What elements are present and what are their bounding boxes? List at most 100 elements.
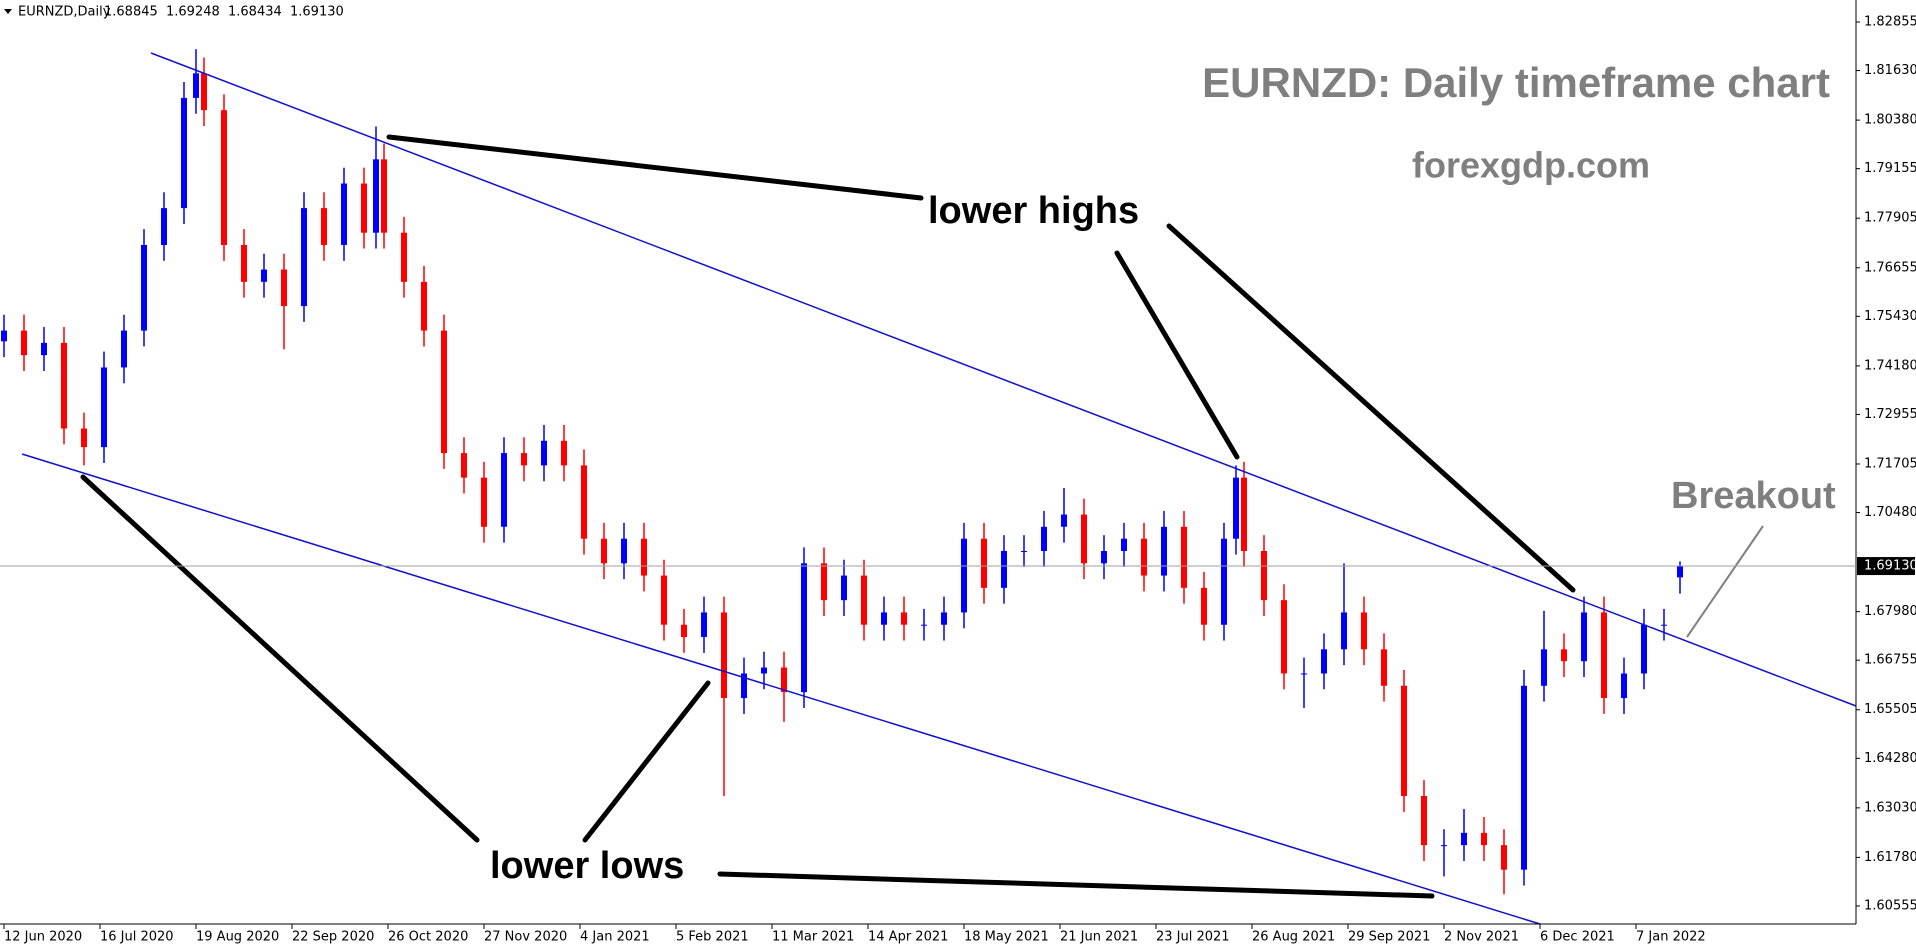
candle-body — [1041, 526, 1047, 551]
x-tick-label: 27 Nov 2020 — [484, 930, 567, 945]
y-tick-label: 1.74180 — [1864, 358, 1916, 373]
x-tick-label: 7 Jan 2022 — [1636, 930, 1706, 945]
y-tick-label: 1.66755 — [1864, 653, 1916, 668]
candle-body — [1561, 649, 1567, 662]
candle-body — [1601, 612, 1607, 699]
candle-body — [701, 612, 707, 638]
candle-body — [821, 563, 827, 601]
ohlc-low: 1.68434 — [228, 5, 282, 20]
candle-body — [61, 342, 67, 429]
y-tick-label: 1.70480 — [1864, 505, 1916, 520]
candle-body — [1581, 612, 1587, 662]
candle-body — [721, 612, 727, 699]
candle-body — [1621, 673, 1627, 699]
ohlc-open: 1.68845 — [104, 5, 158, 20]
x-tick-label: 26 Aug 2021 — [1252, 930, 1335, 945]
candle-body — [1381, 649, 1387, 686]
pointer — [582, 680, 711, 843]
candle-body — [781, 667, 787, 693]
candle-body — [741, 673, 747, 699]
y-tick-label: 1.67980 — [1864, 604, 1916, 619]
candle-body — [481, 477, 487, 527]
candle-body — [461, 453, 467, 478]
candle-body — [681, 624, 687, 638]
y-tick-label: 1.71705 — [1864, 456, 1916, 471]
x-tick-label: 26 Oct 2020 — [388, 930, 468, 945]
candle-body — [1021, 550, 1027, 552]
x-tick-label: 29 Sep 2021 — [1348, 930, 1430, 945]
candle-body — [1321, 649, 1327, 674]
x-tick-label: 21 Jun 2021 — [1060, 930, 1138, 945]
x-tick-label: 22 Sep 2020 — [292, 930, 374, 945]
annotation: lower highs — [928, 190, 1139, 232]
candle-body — [1661, 624, 1667, 626]
candle-body — [341, 183, 347, 245]
candle-body — [1301, 673, 1307, 675]
symbol-label: EURNZD,Daily — [18, 5, 111, 20]
candle-body — [1341, 612, 1347, 650]
candle-body — [801, 563, 807, 693]
plot-area — [1, 49, 1683, 895]
candle-body — [521, 453, 527, 466]
candle-body — [1641, 624, 1647, 674]
chart-title: EURNZD: Daily timeframe chart — [1202, 59, 1830, 106]
candle-body — [1233, 477, 1239, 539]
pointer — [386, 134, 924, 201]
current-price-box — [1857, 557, 1915, 576]
candle-body — [841, 575, 847, 601]
candle-body — [121, 330, 127, 368]
candle-body — [1521, 685, 1527, 870]
candle-body — [961, 538, 967, 613]
candle-body — [41, 342, 47, 356]
candle-body — [501, 453, 507, 527]
candle-body — [221, 110, 227, 245]
candle-body — [1677, 566, 1683, 578]
ohlc-high: 1.69248 — [166, 5, 220, 20]
chart-subtitle: forexgdp.com — [1412, 145, 1650, 186]
x-tick-label: 4 Jan 2021 — [580, 930, 650, 945]
candle-body — [901, 612, 907, 625]
candle-body — [581, 465, 587, 539]
candle-body — [141, 244, 147, 331]
candle-body — [193, 73, 199, 98]
candle-body — [1241, 477, 1247, 551]
candle-body — [281, 269, 287, 307]
y-tick-label: 1.76655 — [1864, 260, 1916, 275]
y-tick-label: 1.63030 — [1864, 800, 1916, 815]
annotation: lower lows — [490, 845, 684, 887]
y-tick-label: 1.65505 — [1864, 702, 1916, 717]
candle-body — [373, 159, 379, 233]
candle-body — [201, 73, 207, 111]
candle-body — [441, 330, 447, 454]
y-tick-label: 1.79155 — [1864, 161, 1916, 176]
y-tick-label: 1.75430 — [1864, 309, 1916, 324]
candle-body — [261, 269, 267, 282]
x-tick-label: 2 Nov 2021 — [1444, 930, 1519, 945]
candle-body — [861, 575, 867, 625]
candle-body — [1141, 538, 1147, 576]
menu-triangle — [4, 9, 12, 14]
x-tick-label: 6 Dec 2021 — [1540, 930, 1615, 945]
candle-body — [1401, 685, 1407, 796]
candle-body — [541, 440, 547, 466]
y-tick-label: 1.82855 — [1864, 15, 1916, 30]
candle-body — [101, 367, 107, 448]
pointer — [1114, 250, 1240, 460]
candle-body — [301, 208, 307, 307]
x-tick-label: 12 Jun 2020 — [4, 930, 82, 945]
candle-body — [881, 612, 887, 625]
y-tick-label: 1.72955 — [1864, 407, 1916, 422]
ohlc-close: 1.69130 — [290, 5, 344, 20]
x-tick-label: 11 Mar 2021 — [772, 930, 854, 945]
x-tick-label: 23 Jul 2021 — [1156, 930, 1230, 945]
candle-body — [181, 97, 187, 209]
candle-body — [981, 538, 987, 588]
current-price-label: 1.69130 — [1864, 559, 1916, 574]
candle-body — [1501, 845, 1507, 870]
candle-body — [941, 612, 947, 625]
candle-body — [421, 281, 427, 331]
candle-body — [1461, 832, 1467, 846]
candle-body — [241, 244, 247, 282]
